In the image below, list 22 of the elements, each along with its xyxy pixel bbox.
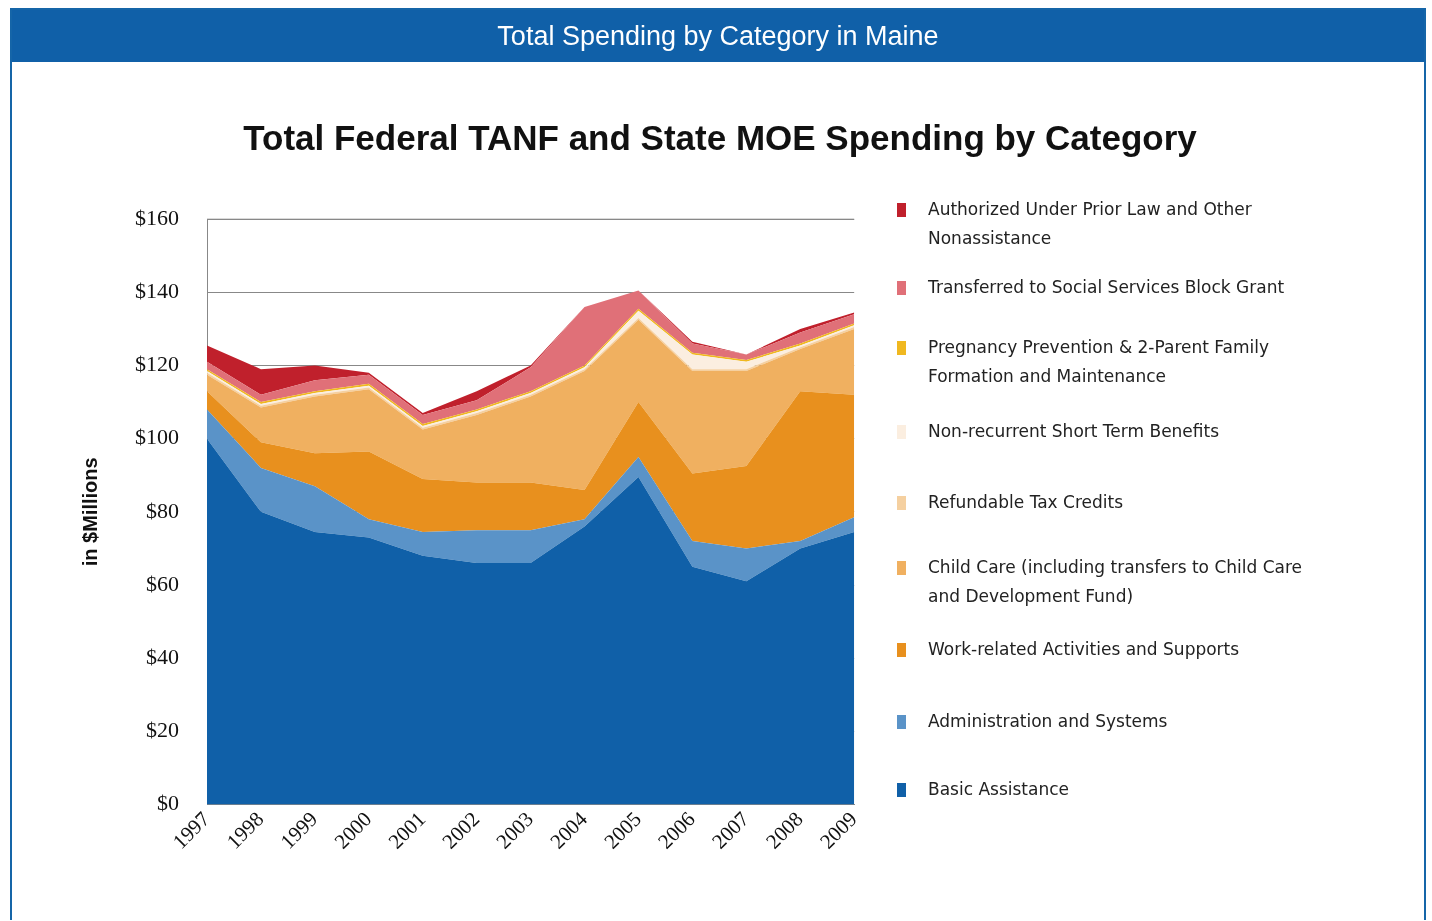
legend-label: Child Care (including transfers to Child Care and Development Fund) [928, 556, 1304, 608]
legend-label: Authorized Under Prior Law and Other Nonassistance [928, 198, 1253, 250]
y-tick-label: $100 [135, 424, 179, 450]
legend-label: Basic Assistance [928, 778, 1069, 801]
legend-label: Transferred to Social Services Block Grant [928, 276, 1285, 299]
y-tick-label: $60 [146, 570, 179, 596]
legend-label: Administration and Systems [928, 710, 1168, 733]
y-tick-label: $20 [146, 717, 179, 743]
y-tick-label: $120 [135, 351, 179, 377]
y-tick-label: $40 [146, 643, 179, 669]
chart-title: Total Spending by Category in Maine [12, 10, 1424, 62]
legend-label: Non-recurrent Short Term Benefits [928, 420, 1220, 443]
chart-subtitle: Total Federal TANF and State MOE Spending by Category [242, 118, 1198, 158]
x-tick-label: 2001 [383, 806, 431, 854]
legend-label: Refundable Tax Credits [928, 491, 1124, 514]
legend-label: Pregnancy Prevention & 2-Parent Family Formation and Maintenance [928, 336, 1271, 388]
legend-label: Work-related Activities and Supports [928, 638, 1240, 661]
y-tick-label: $140 [135, 278, 179, 304]
y-axis-title: in $Millions [78, 457, 101, 567]
y-tick-label: $80 [146, 497, 179, 523]
y-tick-label: $0 [157, 790, 179, 816]
y-tick-label: $160 [135, 204, 179, 230]
